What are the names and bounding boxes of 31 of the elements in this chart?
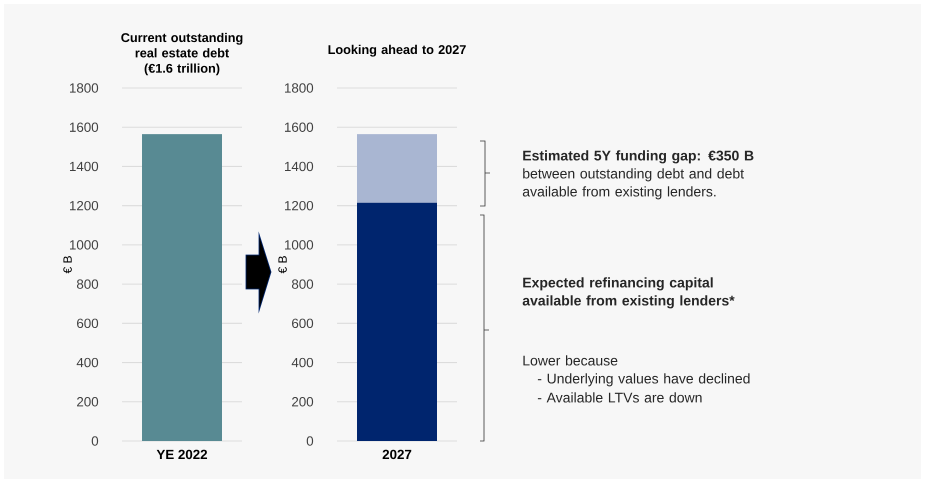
y-tick-label: 1600 <box>70 122 98 132</box>
y-tick-label: 1400 <box>70 162 98 172</box>
chart-title: Current outstanding real estate debt (€1.6 trillion) <box>121 32 242 76</box>
y-tick-label: 1600 <box>284 122 314 132</box>
text: - Available LTVs are down <box>538 392 702 403</box>
x-tick-label: YE 2022 <box>156 450 208 460</box>
y-tick-label: 0 <box>306 436 314 446</box>
y-tick-label: 600 <box>292 318 314 328</box>
y-tick-label: 1200 <box>70 200 98 210</box>
y-tick-label: 600 <box>77 318 98 328</box>
y-tick-label: 800 <box>292 279 314 289</box>
chart-title: Looking ahead to 2027 <box>328 44 466 57</box>
y-tick-label: 1800 <box>70 83 98 93</box>
y-tick-label: 1000 <box>70 240 98 250</box>
y-tick-label: 400 <box>76 358 98 368</box>
y-tick-label: 1800 <box>284 83 314 93</box>
text: Estimated 5Y funding gap: €350 B between outstanding debt and debt available from existing lenders. <box>522 150 754 200</box>
y-tick-label: 1000 <box>284 240 314 250</box>
x-tick-label: 2027 <box>382 450 412 460</box>
text: Lower because <box>523 355 618 366</box>
y-tick-label: 200 <box>292 397 314 406</box>
y-tick-label: 1400 <box>284 162 314 172</box>
y-tick-label: 400 <box>292 358 314 368</box>
y-axis-title: € B <box>63 256 72 274</box>
y-tick-label: 800 <box>76 279 98 289</box>
y-tick-label: 1200 <box>284 200 314 210</box>
y-tick-label: 200 <box>77 397 98 406</box>
y-tick-label: 0 <box>92 436 98 446</box>
text: - Underlying values have declined <box>538 373 750 386</box>
y-axis-title: € B <box>278 256 287 274</box>
text: Expected refinancing capital available from existing lenders* <box>522 277 735 308</box>
